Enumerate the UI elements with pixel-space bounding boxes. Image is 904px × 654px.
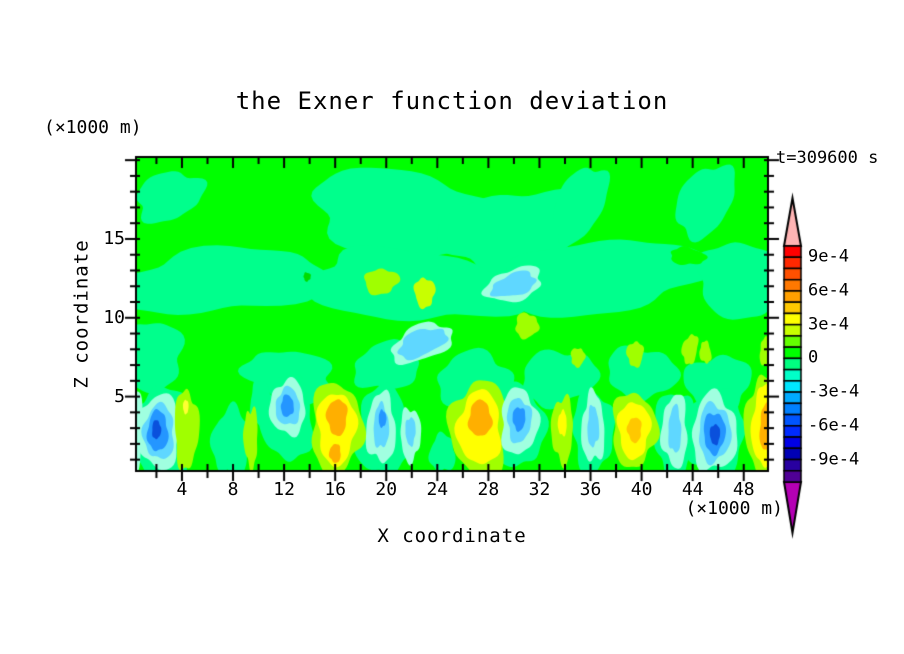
x-tick-label: 48 [732,479,755,500]
y-axis-unit-label: (×1000 m) [44,117,142,138]
y-tick-label: 15 [103,227,125,249]
x-tick-label: 28 [477,479,500,500]
colorbar-tick-label: 0 [808,347,819,368]
x-tick-label: 4 [176,479,188,500]
colorbar-tick-label: 3e-4 [808,314,849,335]
colorbar-tick-label: -9e-4 [808,449,860,470]
y-tick-label: 5 [114,385,125,407]
x-tick-label: 40 [630,479,653,500]
colorbar-tick-label: -6e-4 [808,415,860,436]
plot-title: the Exner function deviation [235,87,669,115]
x-tick-label: 12 [273,479,295,500]
colorbar-tick-label: 9e-4 [808,246,849,267]
x-tick-label: 16 [324,479,347,500]
y-axis-title: Z coordinate [70,239,93,389]
colorbar-tick-label: -3e-4 [808,381,860,402]
x-tick-label: 8 [227,479,239,500]
x-axis-title: X coordinate [377,525,527,547]
x-axis-unit-label: (×1000 m) [685,498,783,519]
x-tick-label: 20 [375,479,398,500]
x-tick-label: 24 [426,479,449,500]
x-tick-label: 44 [681,479,704,500]
colorbar-tick-label: 6e-4 [808,280,849,301]
y-tick-label: 10 [103,306,125,328]
x-tick-label: 36 [579,479,602,500]
x-tick-label: 32 [528,479,551,500]
time-label: t=309600 s [776,148,879,168]
